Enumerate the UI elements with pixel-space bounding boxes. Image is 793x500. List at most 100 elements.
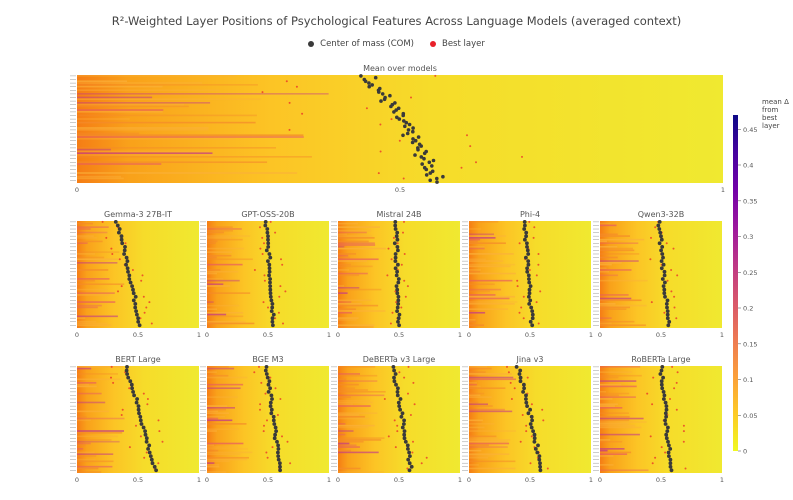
heatmap-panel[interactable]: Gemma-3 27B-IT 0 0.5 1: [70, 210, 201, 339]
x-tick-label: 0: [205, 476, 209, 484]
heatmap-panel[interactable]: Jina v3 0 0.5 1: [462, 355, 593, 484]
com-point: [538, 461, 542, 466]
legend-item-best[interactable]: Best layer: [430, 39, 485, 49]
heatmap-row-band: [469, 324, 484, 327]
heatmap-row-band: [77, 163, 162, 165]
heatmap-row-band: [207, 471, 227, 473]
best-layer-point: [120, 285, 123, 288]
com-point: [275, 439, 279, 444]
page-title: R²-Weighted Layer Positions of Psycholog…: [111, 14, 682, 28]
x-tick-label: 0.5: [656, 331, 666, 339]
com-point: [669, 468, 674, 473]
com-point: [527, 287, 532, 292]
heatmap-row-band: [77, 147, 276, 149]
com-point: [395, 115, 399, 120]
heatmap-row-band: [338, 304, 379, 307]
heatmap-row-band: [77, 439, 112, 441]
com-point: [124, 262, 128, 267]
com-point: [661, 390, 666, 394]
heatmap-row-band: [469, 428, 478, 431]
com-point: [127, 273, 132, 278]
best-layer-point: [507, 371, 510, 374]
heatmap-row-band: [469, 308, 508, 310]
heatmap-row-band: [600, 247, 633, 250]
com-point: [665, 298, 670, 303]
com-point: [428, 171, 433, 175]
heatmap-row-band: [469, 373, 512, 375]
heatmap-row-band: [77, 172, 298, 174]
com-point: [119, 234, 124, 239]
heatmap-panel[interactable]: Mean over models 0 0.5 1: [70, 64, 725, 194]
heatmap-row-band: [469, 290, 490, 293]
com-point: [393, 223, 398, 228]
heatmap-panel[interactable]: BERT Large 0 0.5 1: [70, 355, 201, 484]
com-point: [663, 294, 667, 299]
best-layer-point: [141, 274, 144, 277]
best-layer-point: [276, 414, 279, 416]
com-point: [528, 319, 533, 324]
best-layer-point: [267, 306, 269, 309]
best-layer-point: [518, 242, 521, 245]
heatmap-row-band: [338, 403, 353, 406]
heatmap-panel[interactable]: BGE M3 0 0.5 1: [200, 355, 331, 484]
heatmap-row-band: [77, 373, 118, 375]
heatmap-row-band: [77, 237, 98, 239]
best-layer-point: [434, 74, 437, 77]
best-layer-point: [533, 226, 536, 229]
best-layer-point: [403, 376, 406, 379]
com-point: [533, 447, 538, 451]
heatmap-panel[interactable]: DeBERTa v3 Large 0 0.5 1: [331, 355, 462, 484]
heatmap-panel[interactable]: Qwen3-32B 0 0.5 1: [593, 210, 724, 339]
com-point: [528, 422, 533, 426]
best-layer-point: [128, 387, 131, 390]
com-point: [269, 411, 274, 416]
com-point: [391, 365, 396, 369]
best-layer-point: [278, 295, 281, 298]
com-point: [404, 120, 409, 125]
best-layer-point: [412, 440, 414, 443]
com-point: [268, 386, 272, 391]
best-layer-point: [537, 263, 540, 266]
heatmap-panel[interactable]: GPT-OSS-20B 0 0.5 1: [200, 210, 331, 339]
heatmap-row-band: [77, 455, 97, 457]
heatmap-background: [77, 75, 723, 183]
com-point: [396, 106, 401, 111]
heatmap-panel[interactable]: RoBERTa Large 0 0.5 1: [593, 355, 724, 484]
com-point: [398, 407, 402, 412]
heatmap-row-band: [600, 385, 637, 388]
best-layer-point: [261, 236, 264, 239]
best-layer-point: [676, 371, 679, 374]
com-point: [658, 230, 663, 235]
com-point: [143, 432, 148, 437]
com-point: [396, 277, 401, 281]
best-layer-point: [262, 301, 265, 304]
heatmap-row-band: [77, 154, 216, 156]
best-layer-point: [289, 462, 292, 465]
com-point: [136, 319, 141, 324]
heatmap-row-band: [469, 253, 514, 255]
heatmap-row-band: [469, 303, 515, 305]
com-point: [402, 429, 407, 433]
com-point: [393, 101, 397, 105]
colorbar-tick-label: 0.3: [743, 233, 753, 241]
com-point: [263, 220, 268, 224]
com-point: [268, 294, 273, 299]
heatmap-row-band: [207, 374, 229, 377]
com-point: [393, 255, 398, 260]
heatmap-row-band: [600, 451, 632, 454]
com-point: [273, 432, 277, 437]
heatmap-panel[interactable]: Mistral 24B 0 0.5 1: [331, 210, 462, 339]
com-point: [518, 368, 523, 373]
heatmap-panel[interactable]: Phi-4 0 0.5 1: [462, 210, 593, 339]
heatmap-row-band: [469, 394, 481, 397]
heatmap-row-band: [338, 233, 347, 236]
com-point: [405, 443, 410, 448]
best-layer-point: [522, 317, 525, 320]
best-layer-point: [128, 446, 131, 449]
com-point: [134, 309, 139, 313]
legend-item-com[interactable]: Center of mass (COM): [308, 39, 414, 49]
heatmap-row-band: [600, 433, 640, 436]
heatmap-row-band: [600, 256, 618, 259]
best-layer-point: [650, 236, 652, 239]
com-point: [396, 400, 401, 405]
